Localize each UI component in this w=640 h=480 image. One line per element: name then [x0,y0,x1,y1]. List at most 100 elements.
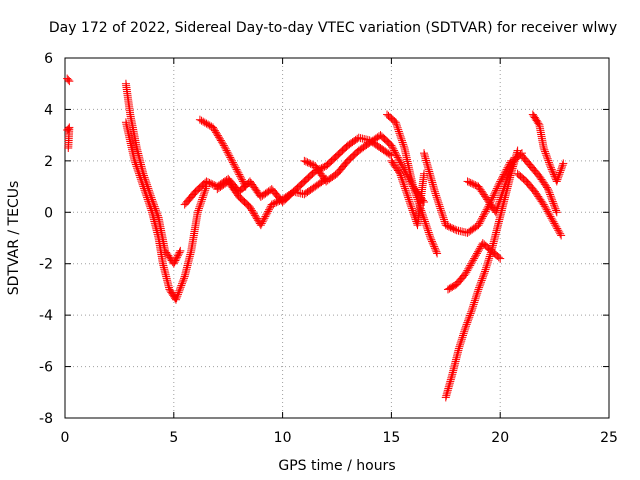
data-point [410,186,419,195]
data-point [556,168,565,177]
data-point [541,204,550,212]
data-point [477,276,486,285]
data-point [424,165,433,174]
data-point [420,150,429,159]
data-point [222,146,231,155]
data-point [202,119,211,128]
data-point [65,77,74,86]
data-point [257,219,266,228]
data-point [545,160,554,169]
data-point [544,185,553,194]
data-point [443,388,452,397]
data-point [209,125,218,134]
data-point [557,164,566,173]
data-point [223,148,232,157]
data-point [231,163,240,172]
data-point [482,263,491,272]
data-point [474,246,483,254]
data-point [434,198,443,207]
data-point [194,206,203,215]
x-tick-label: 0 [61,430,70,446]
data-point [252,214,261,223]
data-point [446,377,455,386]
data-point [480,209,489,218]
data-point [224,150,233,158]
data-point [172,293,181,302]
data-point [138,180,147,189]
data-point [540,145,549,154]
data-point [199,117,208,126]
data-point [458,333,467,342]
data-point [549,217,558,226]
data-point [134,169,143,178]
data-point [212,129,221,138]
x-tick-label: 20 [491,430,509,446]
data-point [429,184,438,193]
data-point [173,290,182,299]
series-s15 [528,110,568,186]
data-point [171,256,180,265]
data-point [428,178,437,187]
data-point [136,173,145,182]
data-point [401,184,410,193]
data-point [461,324,470,332]
data-point [548,167,557,176]
data-point [557,231,566,240]
data-point [404,193,413,202]
data-point [501,180,510,189]
data-point [547,165,556,174]
series-s14 [463,149,526,217]
data-point [232,165,241,174]
data-point [423,162,432,170]
y-tick-label: -6 [39,360,53,376]
y-tick-label: 4 [44,102,53,118]
data-point [483,259,492,268]
data-point [539,200,548,209]
data-point [482,205,491,214]
data-point [435,202,444,211]
data-point [495,197,504,206]
data-point [196,200,205,209]
data-point [468,258,477,266]
data-point [409,184,418,193]
data-point [498,172,507,181]
data-point [432,193,441,202]
data-point [433,195,442,204]
data-point [430,244,439,253]
data-point [241,182,250,191]
data-point [550,219,559,228]
data-point [423,224,432,233]
data-point [555,170,564,179]
data-point [391,148,400,157]
data-point [481,265,490,274]
data-point [445,379,454,388]
data-point [433,197,442,205]
data-point [484,256,493,265]
data-point [425,167,434,176]
data-point [500,182,509,191]
x-axis: 0 5 10 15 20 25 [61,58,618,446]
data-point [424,228,433,237]
data-point [424,226,433,235]
data-point [177,281,186,290]
data-point [396,131,405,140]
data-point [506,164,515,173]
data-point [551,204,560,213]
data-point [179,276,188,285]
data-point [426,173,435,182]
data-point [490,189,499,198]
data-point [551,221,560,230]
data-point [230,162,239,170]
data-point [447,373,456,382]
data-point [430,185,439,194]
data-point [426,234,435,242]
y-tick-label: 2 [44,154,53,170]
data-point [466,309,475,318]
data-point [219,141,228,150]
data-point [256,221,265,230]
data-point [131,158,140,167]
data-point [482,261,491,270]
data-point [178,277,187,286]
data-point [543,207,552,216]
data-point [133,166,142,175]
